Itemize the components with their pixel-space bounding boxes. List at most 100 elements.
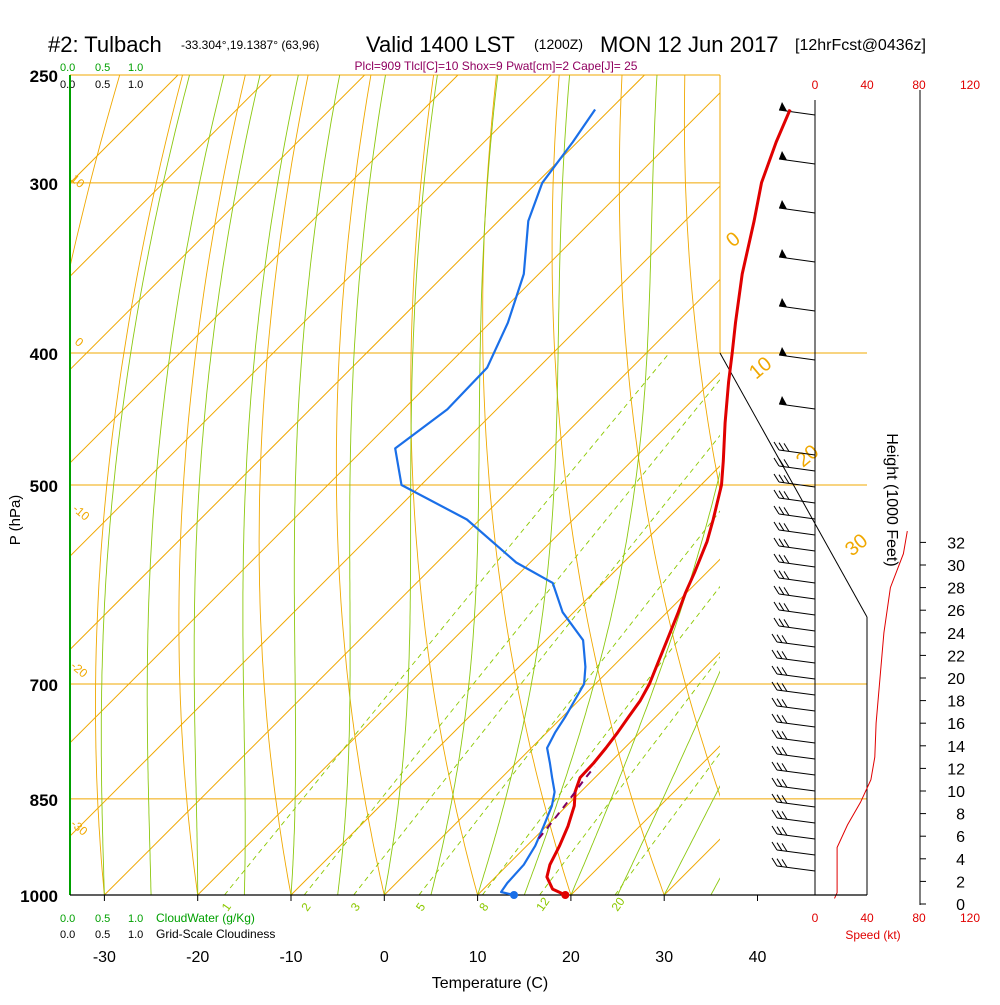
station-coords: -33.304°,19.1387° (63,96) (181, 38, 319, 52)
wind-barb-feather (784, 555, 789, 563)
wind-barb-feather (774, 586, 779, 594)
wind-barb-feather (779, 555, 784, 563)
mixing-ratio-label: 3 (348, 900, 363, 914)
cloudiness-tick-bottom: 0.5 (95, 929, 110, 941)
wind-barb (779, 396, 815, 409)
wind-barb-feather (779, 619, 784, 627)
pressure-tick-label: 400 (30, 345, 58, 364)
y-axis-label: P (hPa) (7, 495, 24, 546)
wind-barb-feather (774, 554, 779, 562)
speed-tick-top: 80 (912, 78, 926, 92)
dewpoint-line (395, 110, 595, 896)
cloudwater-tick-bottom: 1.0 (128, 913, 143, 925)
wind-barb (774, 538, 815, 551)
wind-barb-staff (779, 306, 815, 311)
x-tick-label: 30 (655, 949, 673, 966)
wind-barb-feather (784, 587, 789, 595)
x-tick-label: -10 (279, 949, 302, 966)
adiabat-label-right: 20 (792, 441, 823, 472)
wind-barb-feather (779, 507, 784, 515)
wind-barb-feather (779, 491, 784, 499)
speed-tick-bottom: 40 (860, 911, 874, 925)
wind-barb-pennant (779, 298, 787, 307)
wind-barb-staff (777, 866, 815, 871)
wind-barb-staff (777, 706, 815, 711)
pressure-tick-label: 850 (30, 791, 58, 810)
wind-barb-feather (782, 763, 787, 771)
x-tick-label: 0 (380, 949, 389, 966)
wind-barb-feather (772, 842, 777, 850)
wind-barb (774, 618, 815, 631)
surface-dewpoint-marker (510, 891, 518, 899)
wind-barb-feather (777, 667, 782, 675)
wind-barb-feather (779, 587, 784, 595)
wind-barb (772, 666, 815, 679)
cloudwater-tick-bottom: 0.0 (60, 913, 75, 925)
cloudiness-tick-bottom: 1.0 (128, 929, 143, 941)
cloudiness-tick-bottom: 0.0 (60, 929, 75, 941)
wind-barb-staff (777, 786, 815, 791)
wind-barb (779, 249, 815, 262)
x-tick-label: 10 (469, 949, 487, 966)
wind-barb-staff (779, 159, 815, 164)
dry-adiabat-line (936, 75, 1000, 895)
wind-barb (774, 522, 815, 535)
wind-barb (772, 810, 815, 823)
wind-barb-feather (784, 491, 789, 499)
mixing-ratio-label: 8 (476, 900, 491, 914)
wind-barb-feather (772, 826, 777, 834)
wind-barb-feather (784, 619, 789, 627)
wind-barb-staff (779, 257, 815, 262)
cloudwater-tick-top: 0.5 (95, 62, 110, 74)
height-tick-label: 18 (947, 694, 965, 711)
surface-temperature-marker (561, 891, 569, 899)
speed-tick-bottom: 0 (812, 911, 819, 925)
wind-barb-feather (774, 506, 779, 514)
wind-barb-staff (777, 802, 815, 807)
wind-barb-feather (779, 523, 784, 531)
wind-barb-staff (779, 594, 815, 599)
wind-speed-profile (835, 531, 908, 898)
wind-barb-staff (777, 658, 815, 663)
wind-barb-feather (772, 810, 777, 818)
mixing-ratio-label: 2 (298, 900, 313, 914)
wind-barb-feather (779, 603, 784, 611)
adiabat-label-left: 0 (72, 335, 86, 350)
wind-barb-pennant (779, 102, 787, 111)
wind-barb (772, 826, 815, 839)
wind-barb-feather (772, 746, 777, 754)
wind-barb-pennant (779, 347, 787, 356)
wind-barb-feather (784, 443, 789, 451)
height-tick-label: 20 (947, 671, 965, 688)
wind-barb-feather (782, 715, 787, 723)
adiabat-label-left: -20 (68, 659, 91, 681)
wind-barb-staff (777, 850, 815, 855)
x-tick-label: -20 (186, 949, 209, 966)
height-tick-label: 26 (947, 603, 965, 620)
wind-barb-feather (774, 570, 779, 578)
cloudwater-tick-top: 0.0 (60, 62, 75, 74)
wind-barb-feather (782, 651, 787, 659)
wind-barb (772, 650, 815, 663)
wind-barb (779, 298, 815, 311)
wind-barb (774, 586, 815, 599)
wind-barb-staff (777, 674, 815, 679)
wind-barb-staff (779, 610, 815, 615)
pressure-tick-label: 300 (30, 175, 58, 194)
wind-barb-staff (779, 498, 815, 503)
wind-barb-staff (779, 404, 815, 409)
height-tick-label: 0 (956, 897, 965, 914)
wind-barb-feather (779, 571, 784, 579)
wind-barb (772, 714, 815, 727)
wind-barb-feather (782, 635, 787, 643)
isobars (70, 75, 867, 895)
wind-barb-feather (777, 731, 782, 739)
wind-barb-feather (777, 651, 782, 659)
wind-barb (772, 746, 815, 759)
wind-barb (774, 602, 815, 615)
wind-barb-staff (777, 818, 815, 823)
wind-barb-feather (772, 666, 777, 674)
wind-barb-feather (774, 442, 779, 450)
wind-barb-staff (777, 770, 815, 775)
wind-barb-feather (777, 827, 782, 835)
